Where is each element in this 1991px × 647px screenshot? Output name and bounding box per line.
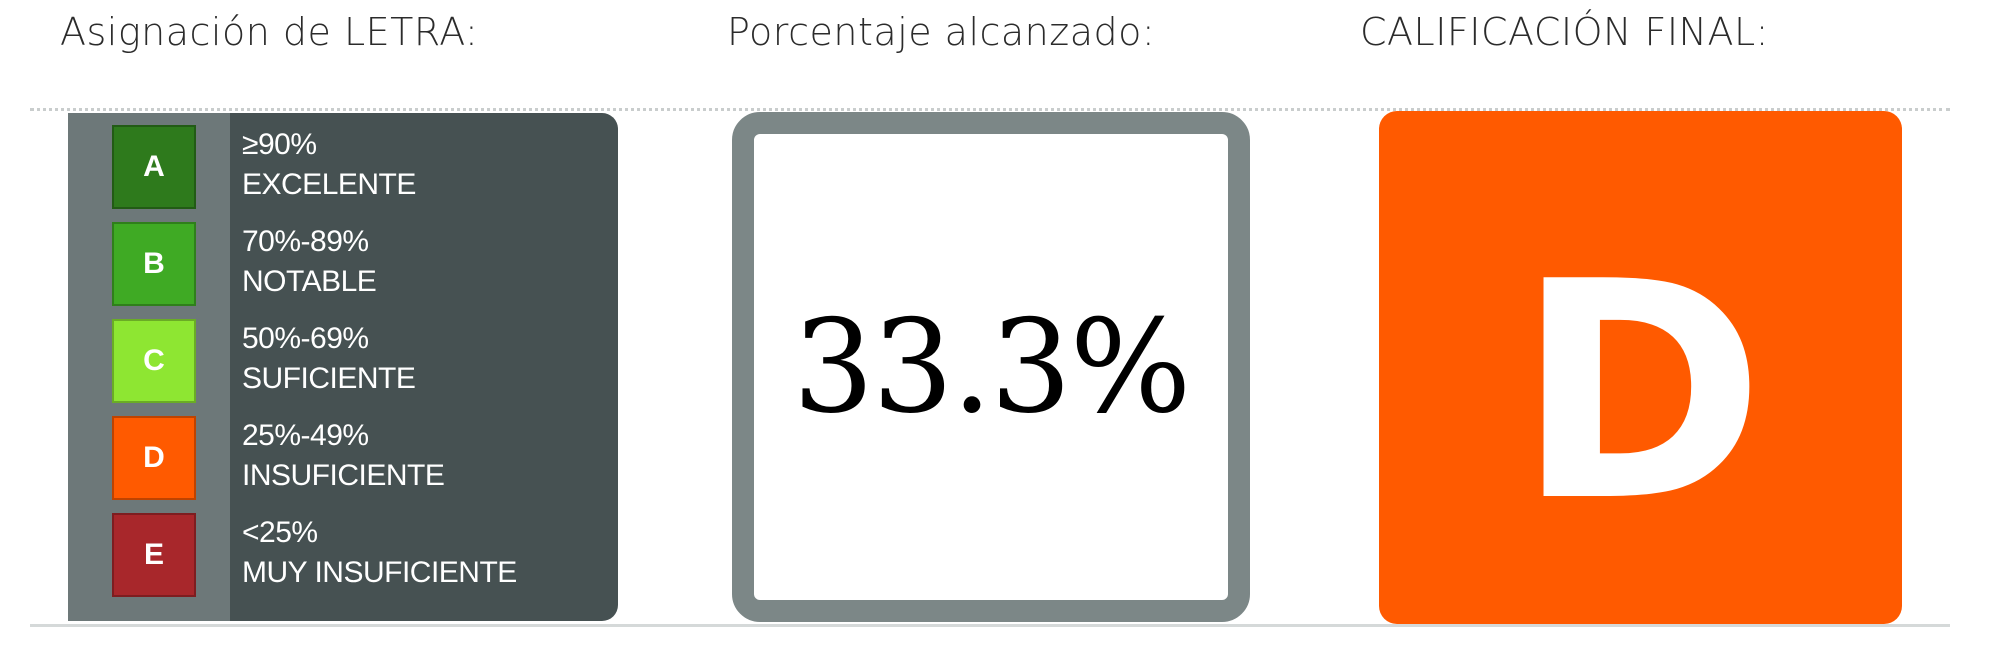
- legend-range: ≥90%: [242, 128, 317, 161]
- legend-text-c: 50%-69% SUFICIENTE: [242, 319, 416, 399]
- grade-swatch-c: C: [112, 319, 196, 403]
- grade-swatch-a: A: [112, 125, 196, 209]
- legend-row-b: B 70%-89% NOTABLE: [68, 214, 618, 310]
- final-grade-letter: D: [1515, 217, 1766, 567]
- legend-range: 50%-69%: [242, 322, 369, 355]
- legend-label: NOTABLE: [242, 265, 377, 298]
- legend-label: MUY INSUFICIENTE: [242, 556, 517, 589]
- legend-text-e: <25% MUY INSUFICIENTE: [242, 513, 517, 593]
- grade-legend: A ≥90% EXCELENTE B 70%-89% NOTABLE C 50%…: [68, 113, 618, 621]
- legend-text-b: 70%-89% NOTABLE: [242, 222, 377, 302]
- legend-label: EXCELENTE: [242, 168, 416, 201]
- legend-label: INSUFICIENTE: [242, 459, 445, 492]
- top-divider: [30, 108, 1950, 111]
- legend-range: 70%-89%: [242, 225, 369, 258]
- heading-letter-assignment: Asignación de LETRA:: [60, 10, 479, 54]
- final-grade-box: D: [1379, 111, 1902, 624]
- legend-row-c: C 50%-69% SUFICIENTE: [68, 311, 618, 407]
- bottom-divider: [30, 624, 1950, 627]
- grade-swatch-b: B: [112, 222, 196, 306]
- legend-row-d: D 25%-49% INSUFICIENTE: [68, 408, 618, 504]
- legend-row-e: E <25% MUY INSUFICIENTE: [68, 505, 618, 601]
- legend-text-a: ≥90% EXCELENTE: [242, 125, 416, 205]
- grade-swatch-d: D: [112, 416, 196, 500]
- grade-swatch-e: E: [112, 513, 196, 597]
- legend-range: 25%-49%: [242, 419, 369, 452]
- percentage-box: 33.3%: [732, 112, 1250, 622]
- heading-percentage: Porcentaje alcanzado:: [727, 10, 1156, 54]
- legend-label: SUFICIENTE: [242, 362, 416, 395]
- legend-row-a: A ≥90% EXCELENTE: [68, 117, 618, 213]
- legend-text-d: 25%-49% INSUFICIENTE: [242, 416, 445, 496]
- percentage-value: 33.3%: [792, 292, 1192, 442]
- heading-final-grade: CALIFICACIÓN FINAL:: [1360, 10, 1769, 54]
- legend-range: <25%: [242, 516, 318, 549]
